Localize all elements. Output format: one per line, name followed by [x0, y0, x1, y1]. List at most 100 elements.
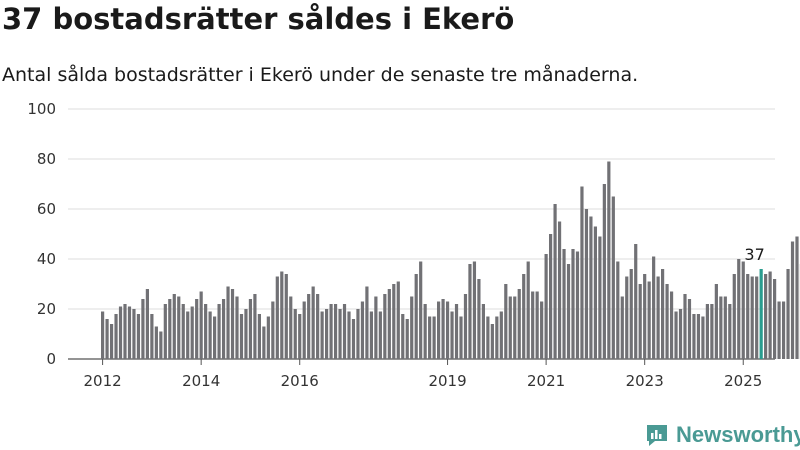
bar	[665, 284, 669, 359]
bar	[580, 186, 584, 359]
bar	[342, 304, 347, 359]
bar	[764, 274, 768, 359]
bar	[356, 309, 360, 359]
bar	[553, 204, 557, 359]
bar	[638, 284, 642, 359]
bar	[571, 249, 575, 359]
bar	[181, 304, 185, 359]
bar	[405, 319, 409, 359]
bar	[118, 306, 123, 359]
bar	[190, 306, 194, 359]
bar	[728, 304, 732, 359]
y-tick-label: 40	[37, 250, 56, 268]
brand-logo: Newsworthy	[644, 420, 800, 450]
bar	[257, 314, 261, 359]
bar	[566, 264, 571, 359]
bar	[127, 306, 132, 359]
brand-name: Newsworthy	[676, 422, 800, 447]
bar	[441, 299, 445, 359]
y-tick-label: 60	[37, 200, 56, 218]
bar	[360, 301, 365, 359]
bar	[454, 304, 459, 359]
bar	[105, 319, 109, 359]
bar	[674, 311, 678, 359]
bar-chart: 0 20 40 60 80 100 2012 2014 2016 2019 2021 2023 202…	[27, 100, 800, 390]
bar	[374, 296, 378, 359]
bar	[132, 309, 136, 359]
bar	[719, 296, 723, 359]
bar	[333, 304, 338, 359]
bar	[141, 299, 145, 359]
bar	[239, 314, 244, 359]
bar	[746, 274, 750, 359]
bar	[490, 324, 494, 359]
bar	[732, 274, 736, 359]
x-tick-label: 2012	[84, 372, 122, 390]
bar	[687, 299, 692, 359]
bar	[275, 276, 279, 359]
bar	[562, 249, 566, 359]
bar	[329, 304, 333, 359]
bar	[163, 304, 167, 359]
bar	[678, 309, 683, 359]
bar	[531, 291, 535, 359]
bar	[486, 316, 490, 359]
bar	[320, 311, 324, 359]
bar	[737, 259, 741, 359]
bar	[423, 304, 427, 359]
bar	[696, 314, 701, 359]
bar	[369, 311, 373, 359]
bar	[316, 294, 320, 359]
bar	[602, 184, 606, 359]
y-tick-label: 0	[46, 350, 56, 368]
bar	[230, 289, 235, 359]
bar	[289, 296, 293, 359]
bar	[647, 281, 651, 359]
bar	[643, 274, 647, 359]
bar	[437, 301, 441, 359]
bar	[136, 314, 141, 359]
bar	[513, 296, 517, 359]
bar	[499, 311, 503, 359]
page-subtitle: Antal sålda bostadsrätter i Ekerö under …	[2, 64, 639, 86]
x-axis-ticks: 2012 2014 2016 2019 2021 2023 2025	[84, 359, 762, 390]
bar	[607, 161, 611, 359]
bar	[365, 286, 369, 359]
bar	[235, 296, 239, 359]
bar	[652, 256, 656, 359]
x-tick-label: 2019	[428, 372, 466, 390]
bar	[661, 269, 665, 359]
bar	[705, 304, 709, 359]
bar	[504, 284, 508, 359]
bar	[298, 314, 302, 359]
y-axis-ticks: 0 20 40 60 80 100	[27, 100, 56, 368]
bar	[463, 294, 468, 359]
bar	[723, 296, 727, 359]
bar	[526, 261, 530, 359]
bar	[584, 209, 589, 359]
bar	[311, 286, 315, 359]
bar	[741, 261, 745, 359]
bar	[410, 296, 414, 359]
bar	[168, 299, 172, 359]
bar	[777, 301, 781, 359]
bar	[347, 311, 351, 359]
bar	[145, 289, 149, 359]
bar	[414, 274, 418, 359]
bar	[683, 294, 687, 359]
bar	[284, 274, 288, 359]
bar	[593, 226, 597, 359]
bar	[351, 319, 356, 359]
bar	[629, 269, 633, 359]
bar	[790, 241, 795, 359]
bar	[244, 309, 248, 359]
bar	[616, 261, 620, 359]
bar	[508, 296, 512, 359]
bar	[540, 301, 544, 359]
bar	[755, 276, 759, 359]
bar	[589, 216, 593, 359]
bar-latest	[759, 269, 763, 359]
bar	[208, 311, 212, 359]
bar	[611, 196, 615, 359]
bar	[549, 234, 553, 359]
